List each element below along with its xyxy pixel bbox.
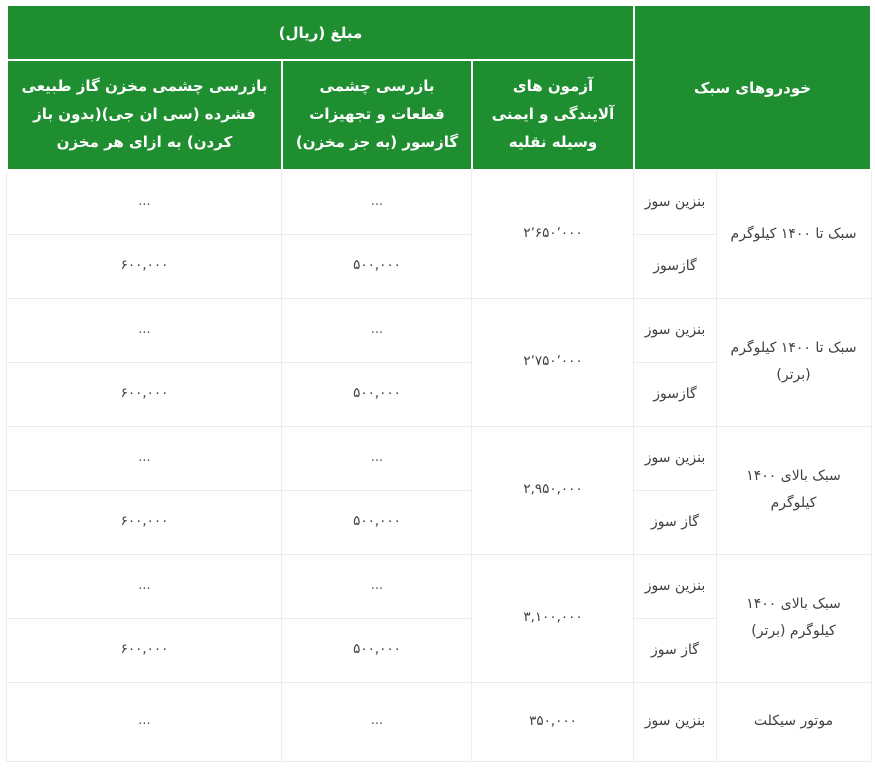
tests-price-cell: ۳۵۰,۰۰۰ (471, 681, 635, 762)
tank-price-cell: ۶۰۰,۰۰۰ (6, 361, 283, 427)
fuel-cell: گازسوز (633, 233, 717, 299)
fuel-cell: بنزین سوز (633, 553, 717, 619)
tests-price-cell: ۳,۱۰۰,۰۰۰ (471, 553, 635, 683)
fuel-cell: گازسوز (633, 361, 717, 427)
tank-price-cell: ۶۰۰,۰۰۰ (6, 617, 283, 683)
category-cell: سبک تا ۱۴۰۰ کیلوگرم (برتر) (715, 297, 872, 427)
table-row: سبک تا ۱۴۰۰ کیلوگرم بنزین سوز ۲٬۶۵۰٬۰۰۰ … (6, 169, 872, 299)
fuel-cell: بنزین سوز (633, 681, 717, 762)
tank-price-cell: ... (6, 681, 283, 762)
pricing-table: خودروهای سبک مبلغ (ریال) آزمون های آلاین… (5, 4, 873, 762)
fuel-cell: بنزین سوز (633, 169, 717, 235)
group-motorcycle: موتور سیکلت بنزین سوز ۳۵۰,۰۰۰ ... ... (6, 681, 872, 762)
category-cell: سبک بالای ۱۴۰۰ کیلوگرم (برتر) (715, 553, 872, 683)
table-row: سبک تا ۱۴۰۰ کیلوگرم (برتر) بنزین سوز ۲٬۷… (6, 297, 872, 427)
header-emission-safety-tests: آزمون های آلایندگی و ایمنی وسیله نقلیه (470, 59, 635, 171)
fuel-cell: بنزین سوز (633, 425, 717, 491)
parts-price-cell: ... (281, 425, 473, 491)
table-row: سبک بالای ۱۴۰۰ کیلوگرم (برتر) بنزین سوز … (6, 553, 872, 683)
tank-price-cell: ۶۰۰,۰۰۰ (6, 233, 283, 299)
parts-price-cell: ... (281, 553, 473, 619)
fuel-cell: گاز سوز (633, 617, 717, 683)
table-row: سبک بالای ۱۴۰۰ کیلوگرم بنزین سوز ۲,۹۵۰,۰… (6, 425, 872, 555)
table-row: گاز سوز ۵۰۰,۰۰۰ ۶۰۰,۰۰۰ (6, 489, 871, 555)
parts-price-cell: ... (281, 681, 473, 762)
tank-price-cell: ... (6, 169, 283, 235)
tank-price-cell: ... (6, 425, 283, 491)
parts-price-cell: ... (281, 297, 473, 363)
tank-price-cell: ... (6, 553, 283, 619)
table-header: خودروهای سبک مبلغ (ریال) آزمون های آلاین… (5, 4, 873, 171)
tank-price-cell: ۶۰۰,۰۰۰ (6, 489, 283, 555)
parts-price-cell: ۵۰۰,۰۰۰ (281, 617, 473, 683)
table-row: گازسوز ۵۰۰,۰۰۰ ۶۰۰,۰۰۰ (6, 361, 871, 427)
tests-price-cell: ۲,۹۵۰,۰۰۰ (471, 425, 635, 555)
fuel-cell: بنزین سوز (633, 297, 717, 363)
table-row: موتور سیکلت بنزین سوز ۳۵۰,۰۰۰ ... ... (6, 681, 872, 762)
parts-price-cell: ۵۰۰,۰۰۰ (281, 233, 473, 299)
group-light-upto-1400: سبک تا ۱۴۰۰ کیلوگرم بنزین سوز ۲٬۶۵۰٬۰۰۰ … (6, 169, 872, 299)
header-cng-tank-inspection: بازرسی چشمی مخزن گاز طبیعی فشرده (سی ان … (5, 59, 283, 171)
parts-price-cell: ... (281, 169, 473, 235)
table-row: گاز سوز ۵۰۰,۰۰۰ ۶۰۰,۰۰۰ (6, 617, 871, 683)
tests-price-cell: ۲٬۷۵۰٬۰۰۰ (471, 297, 635, 427)
table-row: گازسوز ۵۰۰,۰۰۰ ۶۰۰,۰۰۰ (6, 233, 871, 299)
tank-price-cell: ... (6, 297, 283, 363)
parts-price-cell: ۵۰۰,۰۰۰ (281, 489, 473, 555)
group-light-above-1400: سبک بالای ۱۴۰۰ کیلوگرم بنزین سوز ۲,۹۵۰,۰… (6, 425, 872, 555)
header-parts-inspection: بازرسی چشمی قطعات و تجهیزات گازسور (به ج… (280, 59, 473, 171)
group-light-upto-1400-premium: سبک تا ۱۴۰۰ کیلوگرم (برتر) بنزین سوز ۲٬۷… (6, 297, 872, 427)
group-light-above-1400-premium: سبک بالای ۱۴۰۰ کیلوگرم (برتر) بنزین سوز … (6, 553, 872, 683)
parts-price-cell: ۵۰۰,۰۰۰ (281, 361, 473, 427)
category-cell: سبک تا ۱۴۰۰ کیلوگرم (715, 169, 872, 299)
header-amount-rial: مبلغ (ریال) (5, 4, 635, 61)
fuel-cell: گاز سوز (633, 489, 717, 555)
tests-price-cell: ۲٬۶۵۰٬۰۰۰ (471, 169, 635, 299)
category-cell: موتور سیکلت (715, 681, 872, 762)
category-cell: سبک بالای ۱۴۰۰ کیلوگرم (715, 425, 872, 555)
header-light-vehicles: خودروهای سبک (632, 4, 873, 171)
